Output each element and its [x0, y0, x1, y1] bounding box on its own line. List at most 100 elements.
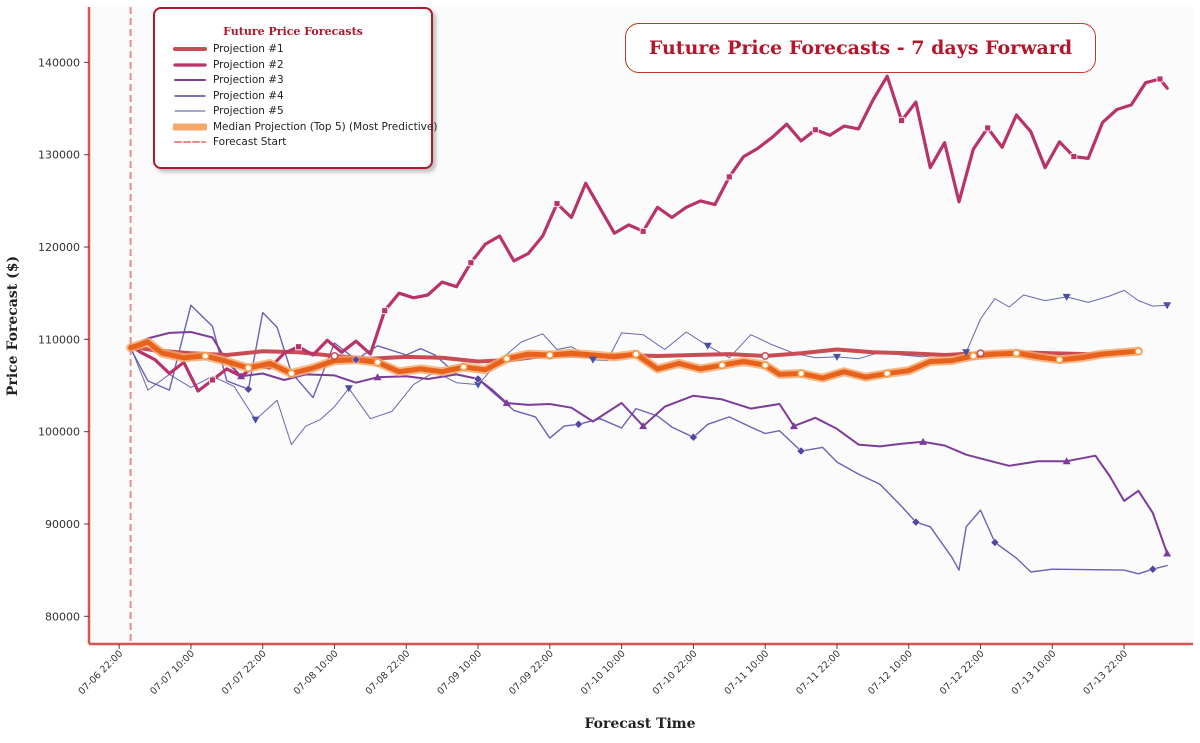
series-2-point: [209, 376, 216, 384]
series-4-point: [911, 517, 921, 527]
x-tick-label: 07-12 22:00: [938, 648, 987, 697]
x-tick-label: 07-10 10:00: [579, 648, 628, 697]
x-tick-label: 07-07 22:00: [220, 648, 269, 697]
series-2-point: [898, 117, 905, 124]
series-5-point: [474, 381, 483, 389]
series-6-point: [244, 364, 253, 372]
series-2-point: [553, 200, 561, 208]
series-3-point: [789, 422, 798, 430]
series-4-point: [689, 432, 698, 442]
series-5-line: [130, 289, 1168, 446]
legend-swatch: [174, 79, 206, 81]
series-4-point: [990, 538, 1000, 547]
y-tick-label: 80000: [45, 610, 80, 623]
y-tick-label: 120000: [38, 241, 80, 254]
series-5-point: [1062, 293, 1071, 301]
series-6-point: [761, 361, 770, 370]
chart-title: Future Price Forecasts - 7 days Forward: [648, 37, 1073, 59]
series-4-point: [574, 419, 583, 429]
legend-item: Projection #1: [173, 42, 284, 56]
series-1-point: [330, 352, 339, 360]
series-6-point: [502, 354, 511, 363]
legend-item: Median Projection (Top 5) (Most Predicti…: [173, 120, 437, 134]
series-4-point: [351, 355, 361, 365]
x-tick-label: 07-08 10:00: [292, 648, 341, 697]
series-5-point: [344, 385, 353, 393]
series-2-point: [1070, 153, 1078, 160]
x-tick-label: 07-13 10:00: [1010, 648, 1059, 697]
series-6-point: [373, 358, 382, 367]
series-3-point: [373, 373, 382, 381]
y-tick-label: 140000: [38, 56, 80, 69]
series-2-point: [812, 126, 819, 134]
series-6-point: [1134, 347, 1143, 356]
legend-swatch: [173, 123, 207, 130]
series-2-point: [467, 259, 475, 267]
legend-label: Projection #5: [213, 105, 284, 117]
series-4-point: [244, 384, 253, 394]
series-4-point: [796, 446, 806, 456]
series-6-point: [545, 351, 554, 359]
series-1-point: [976, 349, 985, 358]
legend-swatch: [173, 47, 207, 51]
x-tick-label: 07-13 22:00: [1081, 648, 1130, 697]
x-tick-label: 07-07 10:00: [148, 648, 197, 697]
series-5-point: [588, 356, 597, 364]
x-tick-label: 07-11 22:00: [794, 648, 843, 697]
legend-label: Projection #2: [213, 58, 284, 71]
x-tick-label: 07-06 22:00: [76, 648, 125, 697]
series-1-point: [761, 352, 770, 360]
series-3-point: [639, 422, 648, 430]
legend: Future Price Forecasts Projection #1 Proj…: [153, 7, 437, 169]
legend-label: Projection #1: [213, 43, 284, 55]
legend-label: Projection #4: [213, 89, 284, 102]
series-6-point: [1055, 355, 1064, 364]
series-6-point: [287, 369, 296, 378]
series-2-point: [381, 307, 389, 315]
series-5-point: [832, 353, 841, 361]
series-5-point: [251, 416, 260, 424]
legend-swatch: [174, 94, 206, 97]
legend-item: Projection #3: [173, 73, 284, 87]
x-tick-label: 07-12 10:00: [866, 648, 915, 697]
series-4-point: [1148, 564, 1158, 574]
series-6-point: [797, 369, 806, 378]
legend-label: Projection #3: [213, 74, 284, 86]
series-6-point: [632, 350, 640, 359]
x-axis-label: Forecast Time: [584, 716, 695, 732]
series-6-point: [718, 361, 727, 370]
series-3-point: [1163, 549, 1172, 557]
series-4-point: [473, 374, 483, 384]
x-tick-label: 07-09 22:00: [507, 648, 556, 697]
legend-item: Forecast Start: [173, 135, 286, 149]
legend-label: Forecast Start: [213, 136, 287, 148]
series-5-point: [1163, 302, 1172, 310]
y-tick-label: 130000: [38, 149, 80, 162]
series-3-point: [237, 372, 246, 380]
series-3-point: [919, 437, 928, 445]
series-6-point: [1012, 349, 1021, 358]
legend-item: Projection #4: [173, 89, 284, 103]
series-6-point: [459, 363, 468, 371]
legend-swatch: [173, 62, 207, 67]
y-tick-label: 90000: [45, 518, 80, 531]
chart-title-box: Future Price Forecasts - 7 days Forward: [625, 23, 1096, 73]
series-2-point: [984, 124, 992, 132]
series-2-point: [1156, 75, 1164, 83]
series-2-point: [725, 173, 733, 181]
legend-item: Projection #5: [173, 104, 284, 118]
series-5-point: [703, 342, 712, 350]
x-tick-label: 07-11 10:00: [723, 648, 772, 697]
legend-item: Projection #2: [173, 58, 284, 72]
x-tick-label: 07-08 22:00: [364, 648, 413, 697]
x-tick-label: 07-10 22:00: [651, 648, 700, 697]
series-2-point: [295, 343, 303, 351]
legend-swatch: [174, 110, 206, 112]
legend-swatch: [174, 141, 206, 143]
series-6-point: [201, 352, 210, 360]
y-tick-label: 100000: [38, 426, 80, 439]
y-axis-label: Price Forecast ($): [5, 256, 21, 396]
x-tick-label: 07-09 10:00: [435, 648, 484, 697]
series-6-point: [969, 352, 978, 360]
